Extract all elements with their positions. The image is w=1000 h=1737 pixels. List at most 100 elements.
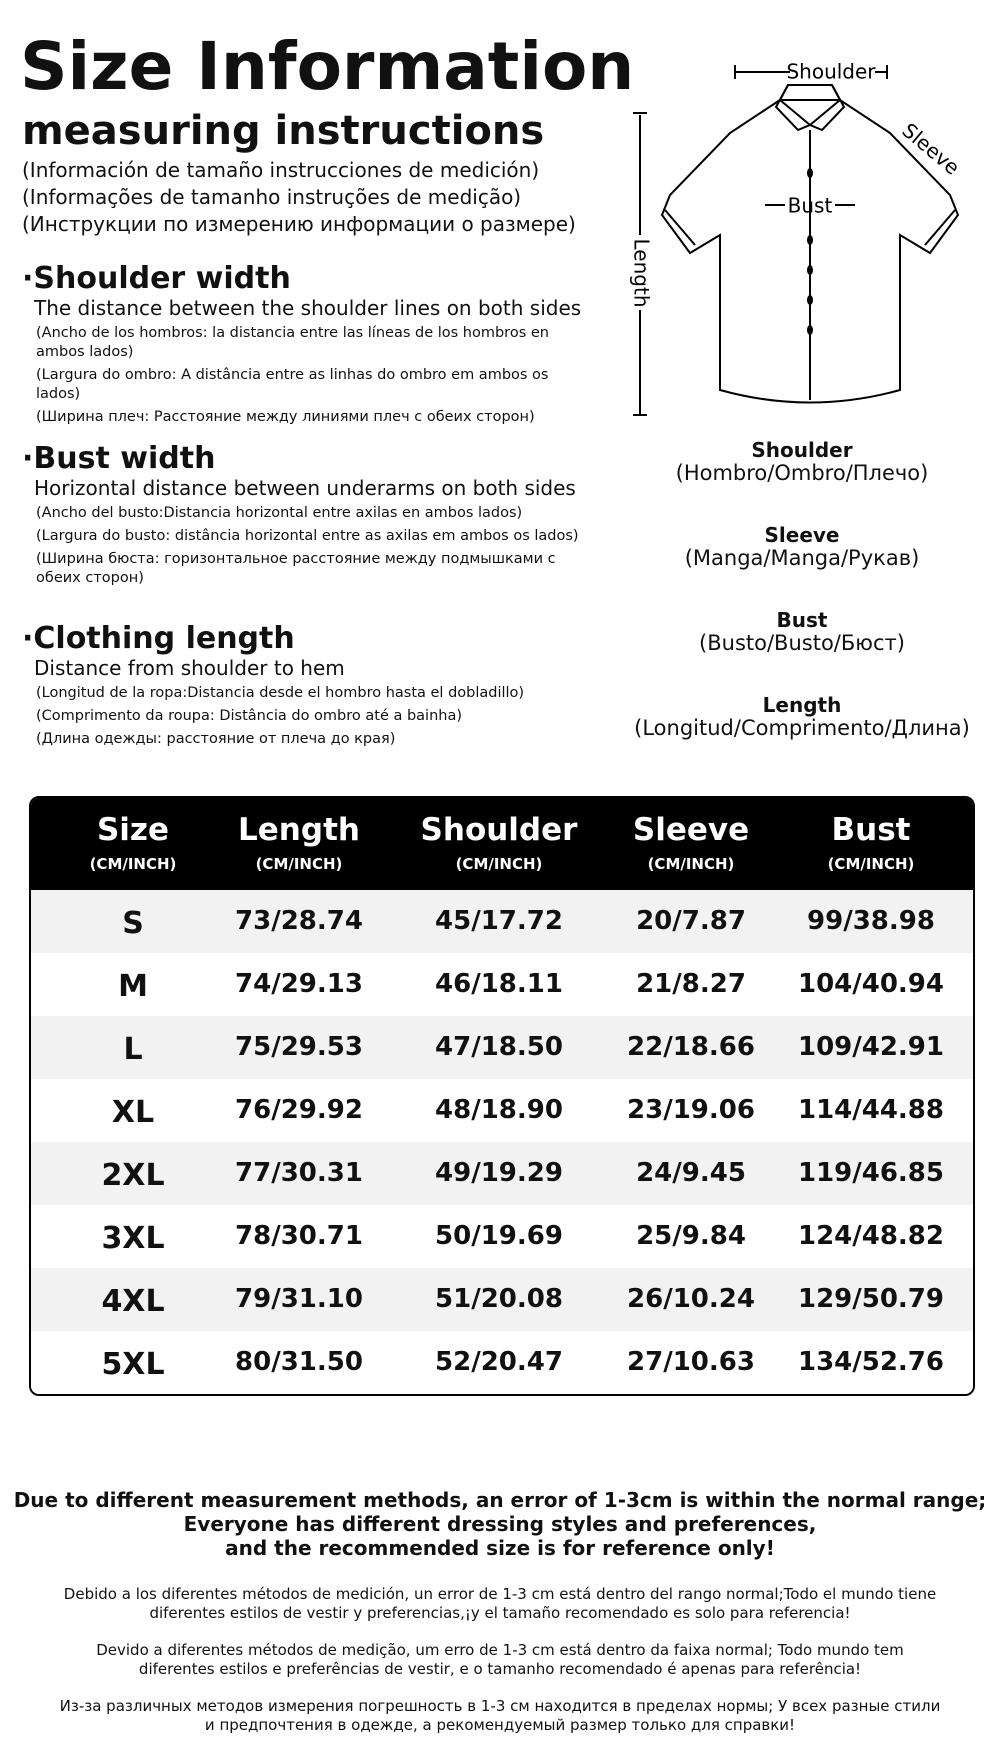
footer-note: diferentes estilos e preferências de ves… (138, 1660, 862, 1678)
subtitle: measuring instructions (22, 108, 545, 154)
table-cell: 119/46.85 (797, 1158, 944, 1188)
table-cell: 21/8.27 (636, 969, 746, 999)
footer-bold: Everyone has different dressing styles a… (183, 1512, 817, 1536)
table-cell: 75/29.53 (235, 1032, 363, 1062)
diagram-label: Length (630, 239, 654, 308)
section-note: (Ширина плеч: Расстояние между линиями п… (36, 409, 535, 425)
section-note: (Comprimento da roupa: Distância do ombr… (36, 708, 463, 724)
table-cell: 79/31.10 (235, 1284, 363, 1314)
legend-name: Length (762, 693, 842, 717)
table-cell: 78/30.71 (235, 1221, 363, 1251)
table-cell: 2XL (101, 1158, 165, 1193)
section: ·Shoulder width The distance between the … (22, 262, 582, 427)
table-cell: 5XL (101, 1347, 165, 1382)
table-row: 2XL 77/30.31 49/19.29 24/9.45 119/46.85 (31, 1142, 973, 1205)
column-unit: (CM/INCH) (89, 855, 177, 873)
section: ·Bust width Horizontal distance between u… (22, 442, 582, 588)
table-cell: 22/18.66 (627, 1032, 755, 1062)
table-cell: 52/20.47 (435, 1347, 563, 1377)
table-cell: S (122, 906, 144, 941)
table-cell: 99/38.98 (807, 906, 935, 936)
diagram-label: Shoulder (786, 60, 876, 84)
table-cell: L (123, 1032, 143, 1067)
footer-note: Из-за различных методов измерения погреш… (59, 1697, 941, 1715)
table-cell: 20/7.87 (636, 906, 746, 936)
table-cell: 27/10.63 (627, 1347, 755, 1377)
table-header: Size (CM/INCH) Length (CM/INCH) Shoulder (CM/… (31, 798, 973, 890)
table-cell: 104/40.94 (797, 969, 944, 999)
shirt-diagram: Shoulder Sleeve Bust Length (630, 60, 965, 416)
section-note: (Longitud de la ropa:Distancia desde el … (36, 685, 525, 701)
footer-note: Devido a diferentes métodos de medição, … (96, 1641, 904, 1659)
section-note: (Ancho de los hombros: la distancia entr… (36, 325, 549, 360)
table-cell: 4XL (101, 1284, 165, 1319)
table-cell: 50/19.69 (435, 1221, 563, 1251)
legend-name: Bust (776, 608, 828, 632)
table-row: XL 76/29.92 48/18.90 23/19.06 114/44.88 (31, 1079, 973, 1142)
translation: (Información de tamaño instrucciones de … (22, 158, 540, 182)
title: Size Information (20, 28, 635, 105)
table-cell: 3XL (101, 1221, 165, 1256)
section-heading: ·Bust width (22, 441, 216, 476)
table-cell: 74/29.13 (235, 969, 363, 999)
section-heading: ·Shoulder width (22, 261, 291, 296)
column-header: Sleeve (632, 812, 750, 848)
footer-bold: Due to different measurement methods, an… (13, 1488, 987, 1512)
table-cell: 80/31.50 (235, 1347, 363, 1377)
legend-translation: (Manga/Manga/Рукав) (684, 546, 920, 570)
column-header: Size (96, 812, 170, 848)
section-description: Horizontal distance between underarms on… (34, 476, 576, 500)
section-description: Distance from shoulder to hem (34, 656, 345, 680)
column-unit: (CM/INCH) (647, 855, 735, 873)
table-cell: 109/42.91 (797, 1032, 944, 1062)
legend-name: Sleeve (764, 523, 840, 547)
column-unit: (CM/INCH) (827, 855, 915, 873)
diagram-label: Sleeve (898, 118, 965, 179)
diagram-label: Bust (788, 194, 833, 218)
table-row: 5XL 80/31.50 52/20.47 27/10.63 134/52.76 (31, 1331, 973, 1394)
table-cell: 25/9.84 (636, 1221, 746, 1251)
column-header: Shoulder (420, 812, 578, 848)
table-cell: 45/17.72 (435, 906, 563, 936)
table-cell: 134/52.76 (797, 1347, 944, 1377)
table-cell: 26/10.24 (627, 1284, 755, 1314)
section-note: (Ancho del busto:Distancia horizontal en… (36, 505, 523, 521)
table-row: 4XL 79/31.10 51/20.08 26/10.24 129/50.79 (31, 1268, 973, 1331)
table-cell: 114/44.88 (797, 1095, 944, 1125)
translation: (Informações de tamanho instruções de me… (22, 185, 522, 209)
section-note: (Ширина бюста: горизонтальное расстояние… (36, 551, 556, 586)
section-note: (Длина одежды: расстояние от плеча до кр… (36, 731, 396, 747)
table-cell: 124/48.82 (797, 1221, 944, 1251)
footer-note: и предпочтения в одежде, а рекомендуемый… (204, 1716, 796, 1734)
table-cell: 129/50.79 (797, 1284, 944, 1314)
translation: (Инструкции по измерению информации о ра… (22, 212, 576, 236)
table-cell: 48/18.90 (435, 1095, 563, 1125)
table-cell: XL (111, 1095, 155, 1130)
size-table: Size (CM/INCH) Length (CM/INCH) Shoulder (CM/… (29, 796, 975, 1396)
section-note: (Largura do busto: distância horizontal … (36, 528, 579, 544)
section-heading: ·Clothing length (22, 621, 295, 656)
legend-translation: (Longitud/Comprimento/Длина) (634, 716, 970, 740)
footer-bold: and the recommended size is for referenc… (225, 1536, 775, 1560)
column-unit: (CM/INCH) (255, 855, 343, 873)
section: ·Clothing length Distance from shoulder t… (22, 622, 582, 749)
legend-translation: (Hombro/Ombro/Плечо) (675, 461, 929, 485)
table-cell: 76/29.92 (235, 1095, 363, 1125)
table-cell: 77/30.31 (235, 1158, 363, 1188)
column-header: Length (238, 812, 360, 848)
section-description: The distance between the shoulder lines … (34, 296, 582, 320)
footer-note: Debido a los diferentes métodos de medic… (63, 1585, 937, 1603)
column-header: Bust (831, 812, 911, 848)
table-cell: 73/28.74 (235, 906, 363, 936)
column-unit: (CM/INCH) (455, 855, 543, 873)
footer-note: diferentes estilos de vestir y preferenc… (149, 1604, 851, 1622)
table-cell: 24/9.45 (636, 1158, 746, 1188)
table-row: M 74/29.13 46/18.11 21/8.27 104/40.94 (31, 953, 973, 1016)
table-cell: 49/19.29 (435, 1158, 563, 1188)
table-cell: 23/19.06 (627, 1095, 755, 1125)
table-row: L 75/29.53 47/18.50 22/18.66 109/42.91 (31, 1016, 973, 1079)
table-cell: M (118, 969, 148, 1004)
table-cell: 51/20.08 (435, 1284, 563, 1314)
table-cell: 46/18.11 (435, 969, 563, 999)
